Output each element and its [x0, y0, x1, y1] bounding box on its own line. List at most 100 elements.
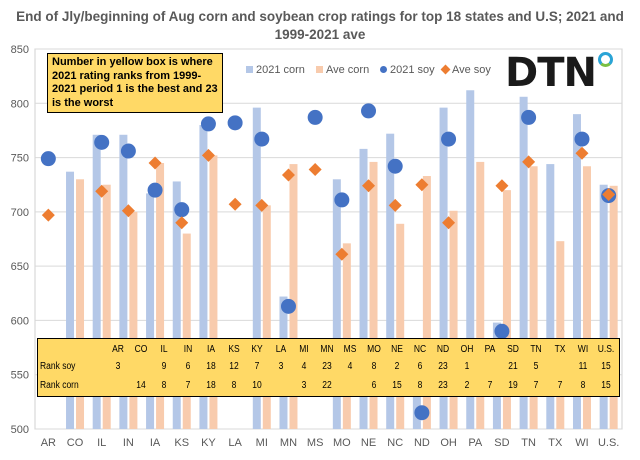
soy-2021-point: [200, 116, 216, 132]
ave-soy-point: [442, 216, 456, 230]
dtn-logo: DTN: [505, 50, 597, 96]
x-tick-label: CO: [67, 437, 84, 449]
rank-cell: 15: [601, 361, 611, 372]
table-row-label: Rank soy: [40, 361, 76, 372]
bar-ave-corn: [209, 155, 218, 429]
rank-cell: 2: [394, 361, 400, 372]
ave-soy-point: [602, 187, 616, 201]
table-column-header: ND: [437, 344, 450, 355]
rank-cell: 15: [601, 380, 611, 391]
rank-table: AR CO IL IN IA KS KY LA MI MN MS MO NE NC ND OH PA SD TN TX…: [37, 338, 620, 397]
x-tick-label: MO: [333, 437, 351, 449]
bar-2021-corn: [146, 193, 155, 429]
y-tick-label: 750: [11, 153, 29, 165]
x-tick-label: ND: [414, 437, 430, 449]
bar-2021-corn: [546, 164, 555, 430]
legend-label: Ave corn: [326, 64, 370, 76]
bar-2021-corn: [439, 107, 448, 429]
table-column-header: MO: [366, 344, 381, 355]
bar-ave-corn: [102, 184, 111, 429]
rank-cell: 3: [115, 361, 121, 372]
rank-cell: 19: [508, 380, 518, 391]
table-column-header: AR: [112, 344, 124, 355]
legend-item: 2021 corn: [246, 64, 305, 76]
x-tick-label: AR: [41, 437, 56, 449]
legend-label: 2021 corn: [256, 64, 305, 76]
soy-2021-point: [120, 143, 136, 159]
y-tick-label: 800: [11, 98, 29, 110]
y-tick-label: 600: [11, 315, 29, 327]
bar-2021-corn: [172, 181, 181, 429]
rank-cell: 18: [206, 380, 216, 391]
y-tick-label: 500: [11, 424, 29, 436]
y-tick-label: 850: [11, 44, 29, 56]
x-tick-label: KY: [201, 437, 216, 449]
bar-ave-corn: [529, 166, 538, 429]
bar-2021-corn: [332, 179, 341, 429]
x-tick-label: WI: [575, 437, 588, 449]
soy-2021-point: [254, 131, 270, 147]
ave-soy-point: [335, 247, 349, 261]
rank-cell: 8: [580, 380, 586, 391]
soy-2021-point: [521, 109, 537, 125]
rank-cell: 7: [533, 380, 539, 391]
rank-cell: 23: [438, 361, 449, 372]
x-tick-label: KS: [174, 437, 189, 449]
table-row-label: Rank corn: [40, 380, 79, 391]
bar-2021-corn: [92, 134, 101, 429]
bar-ave-corn: [476, 161, 485, 429]
rank-cell: 21: [508, 361, 518, 372]
bar-ave-corn: [156, 163, 165, 429]
x-tick-label: MS: [307, 437, 324, 449]
rank-cell: 4: [348, 361, 353, 372]
rank-cell: 7: [487, 380, 493, 391]
bar-ave-corn: [262, 205, 271, 429]
rank-cell: 11: [578, 361, 588, 372]
bar-ave-corn: [76, 179, 85, 429]
soy-2021-point: [147, 182, 163, 198]
rank-cell: 18: [206, 361, 216, 372]
table-column-header: MS: [344, 344, 357, 355]
soy-2021-point: [227, 115, 243, 131]
bar-2021-corn: [199, 125, 208, 429]
logo-ring-icon: [598, 52, 613, 67]
bar-ave-corn: [556, 241, 565, 429]
bar-ave-corn: [182, 233, 191, 429]
rank-cell: 8: [371, 361, 376, 372]
table-column-header: OH: [460, 344, 473, 355]
rank-cell: 6: [371, 380, 376, 391]
soy-2021-point: [414, 405, 430, 421]
soy-2021-point: [174, 202, 190, 218]
rank-cell: 22: [322, 380, 332, 391]
x-tick-label: MN: [280, 437, 297, 449]
x-tick-label: NC: [387, 437, 403, 449]
bar-2021-corn: [386, 133, 395, 429]
table-column-header: NE: [390, 344, 403, 355]
ave-soy-point: [175, 216, 189, 230]
soy-2021-point: [334, 192, 350, 208]
rank-cell: 15: [392, 380, 402, 391]
bar-ave-corn: [502, 190, 511, 429]
ave-soy-point: [228, 197, 242, 211]
bar-ave-corn: [396, 223, 405, 429]
rank-cell: 23: [322, 361, 332, 372]
ave-soy-point: [95, 184, 109, 198]
legend-item: Ave soy: [440, 64, 491, 76]
y-tick-label: 550: [11, 370, 29, 382]
ave-soy-point: [255, 198, 269, 212]
soy-2021-point: [94, 134, 110, 150]
rank-cell: 9: [162, 361, 167, 372]
x-tick-label: SD: [494, 437, 509, 449]
ave-soy-point: [575, 146, 589, 160]
soy-2021-point: [280, 298, 296, 314]
rank-cell: 5: [533, 361, 539, 372]
x-tick-label: NE: [361, 437, 376, 449]
table-column-header: MN: [320, 344, 334, 355]
ave-soy-point: [308, 163, 322, 177]
ave-soy-point: [201, 148, 215, 162]
bar-2021-corn: [466, 90, 475, 429]
bar-ave-corn: [129, 211, 138, 429]
table-column-header: PA: [484, 344, 496, 355]
rank-cell: 8: [417, 380, 423, 391]
square-marker-icon: [316, 66, 323, 73]
